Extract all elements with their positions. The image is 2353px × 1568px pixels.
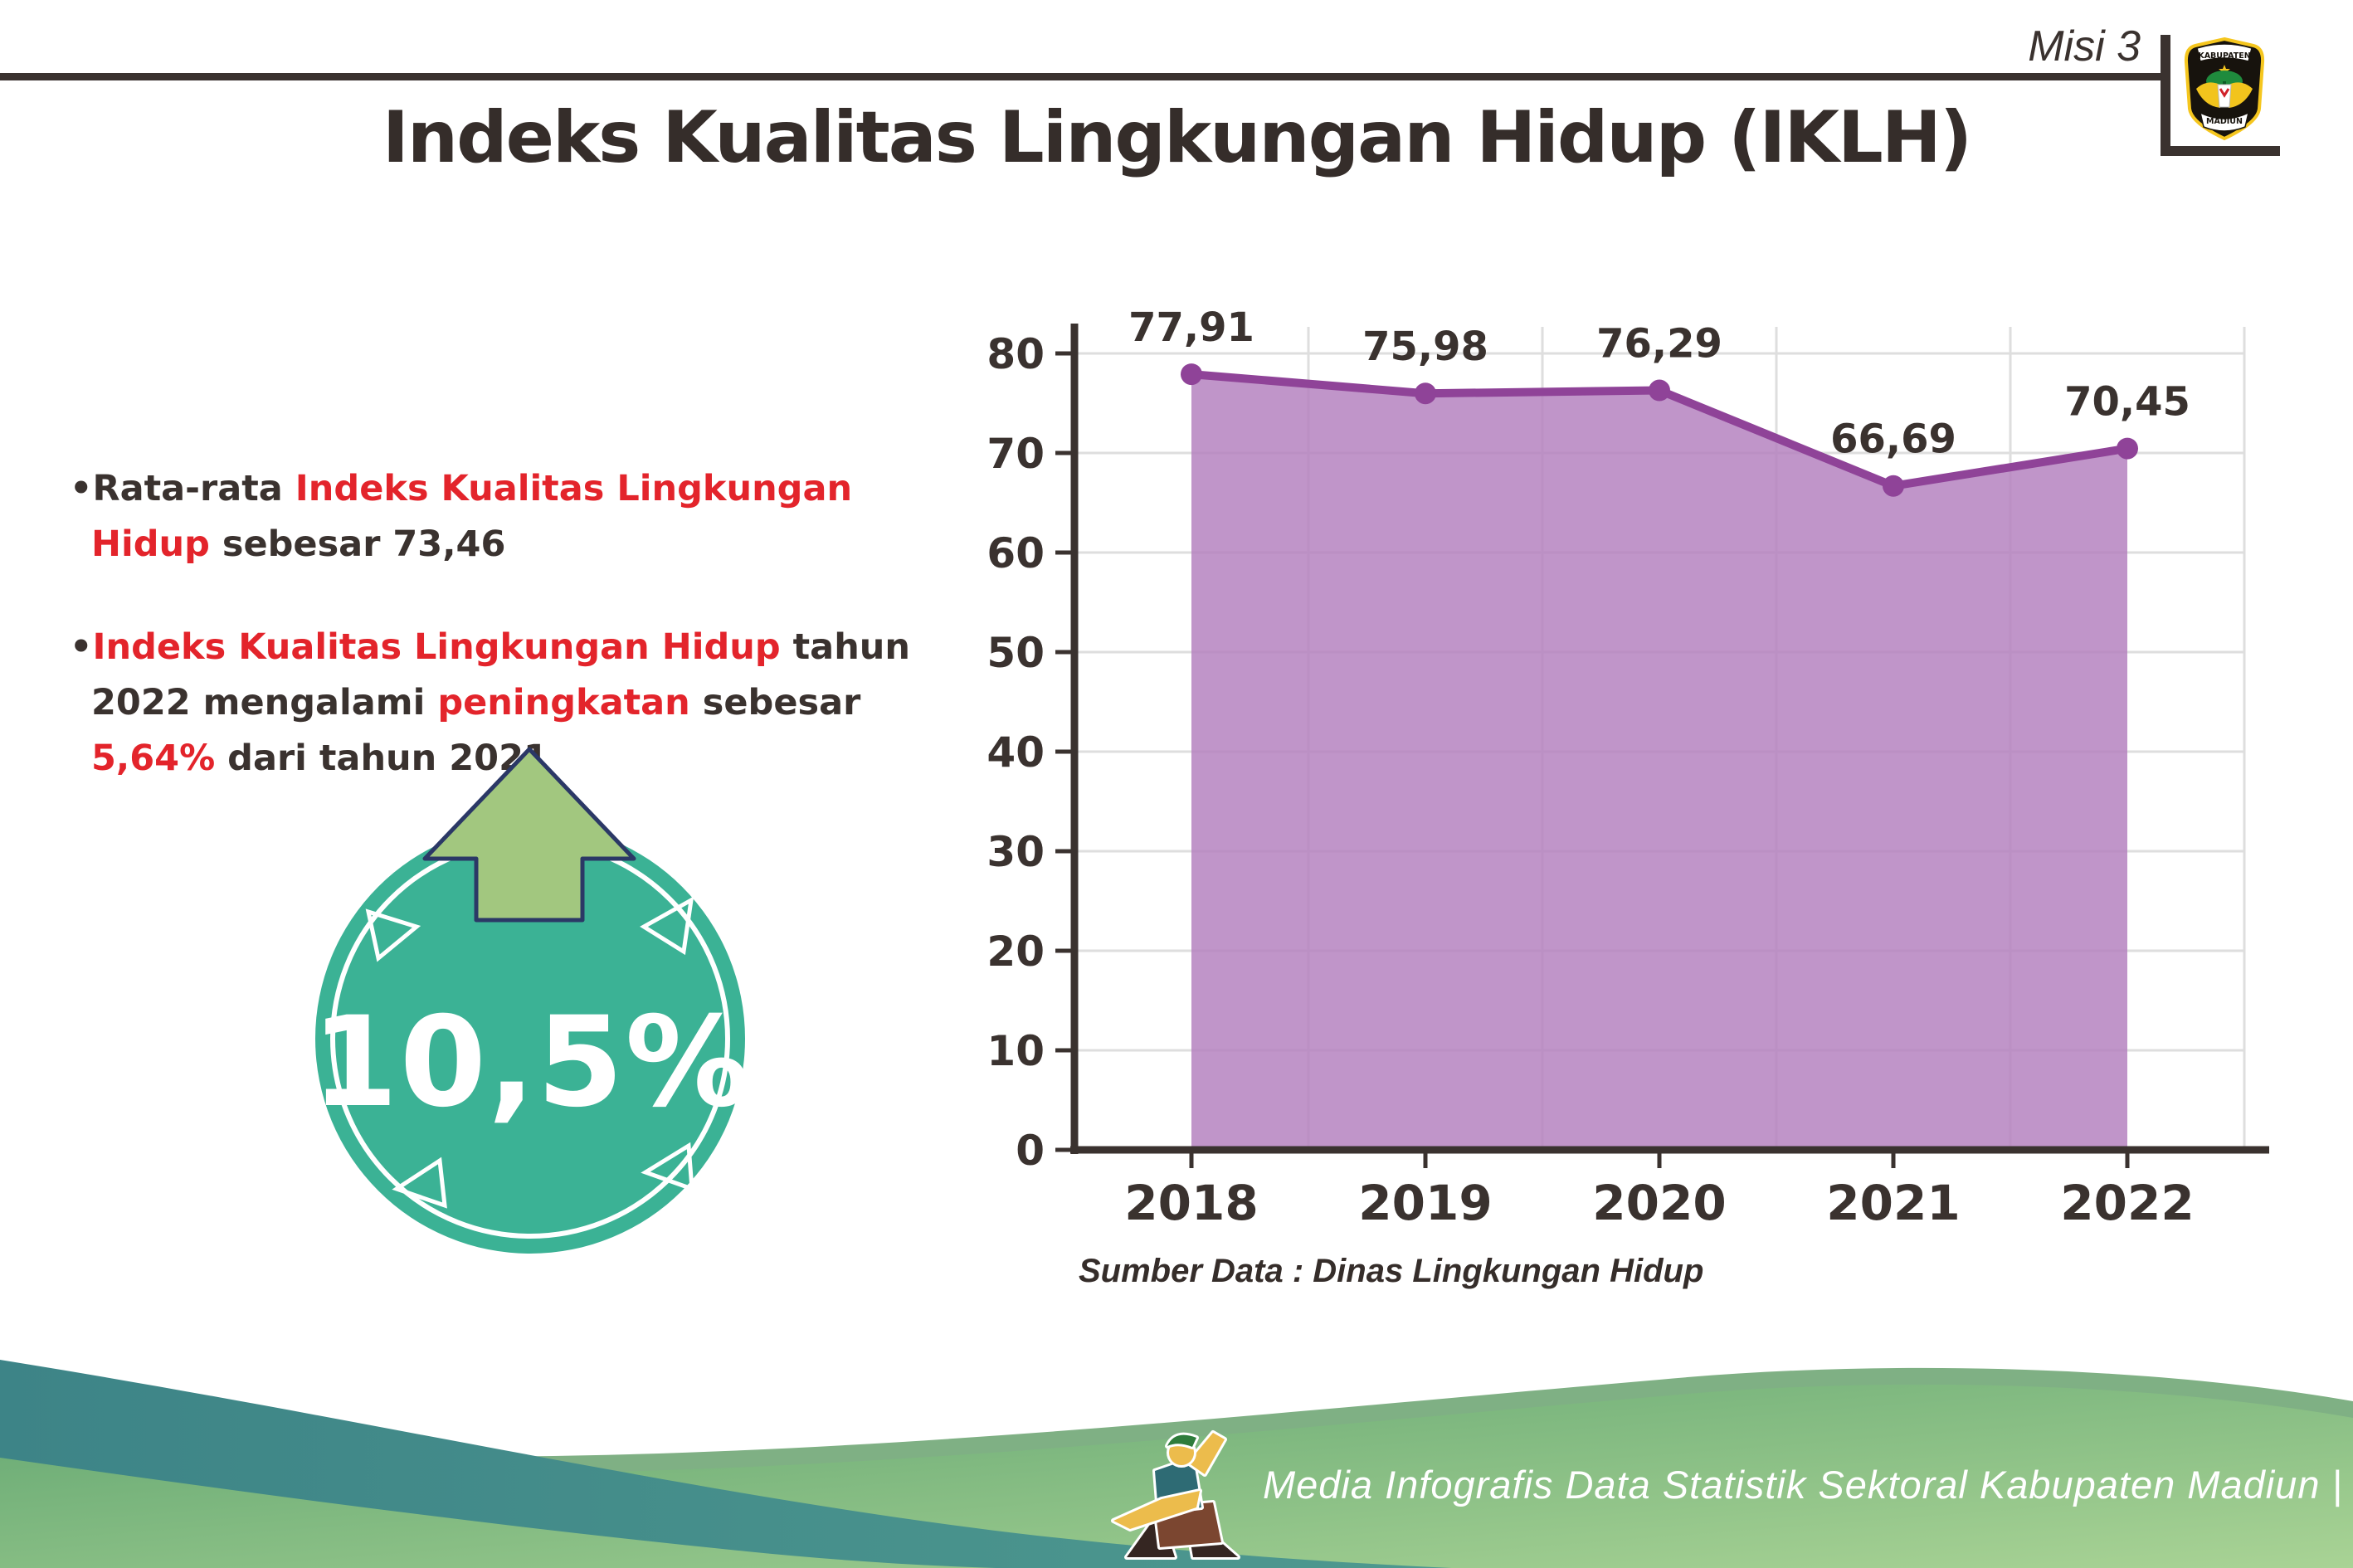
iklh-area-chart: 0 10 20 30 40 50 60 70 80 2018 2019 2020 2021 2022 77,… [987,304,2269,1231]
footer-wave [0,1360,2353,1568]
arrow-up-icon [422,747,636,923]
bullet-average-iklh: •Rata-rata Indeks Kualitas Lingkungan Hi… [70,468,853,565]
page-title: Indeks Kualitas Lingkungan Hidup (IKLH) [382,96,1972,179]
y-tick-label: 40 [987,728,1045,777]
logo-bracket-vertical [2161,35,2170,156]
highlight-iklh: Indeks Kualitas Lingkungan Hidup [91,468,853,565]
mission-label: Misi 3 [2028,22,2141,71]
data-label: 77,91 [1128,304,1254,351]
data-label: 66,69 [1830,416,1956,463]
x-category-label: 2018 [1124,1175,1258,1231]
badge-triangle-decor [365,896,694,1209]
area-fill [1191,374,2127,1150]
crest-bottom-text: MADIUN [2206,117,2243,126]
y-tick-label: 0 [1016,1127,1045,1175]
y-tick-label: 60 [987,529,1045,577]
x-category-label: 2020 [1592,1175,1726,1231]
key-findings: •Rata-rata Indeks Kualitas Lingkungan Hi… [70,461,949,834]
bullet-dot: • [70,626,93,669]
logo-bracket-horizontal [2161,146,2280,156]
source-note: Sumber Data : Dinas Lingkungan Hidup [1079,1253,1704,1289]
data-point [2117,437,2138,460]
data-label: 76,29 [1596,321,1722,368]
mascot-icon [1111,1430,1240,1560]
x-category-label: 2019 [1358,1175,1492,1231]
header-rule [0,73,2161,80]
data-label: 70,45 [2064,379,2190,426]
data-point [1415,382,1436,405]
y-tick-label: 70 [987,430,1045,478]
data-point [1181,363,1202,386]
y-tick-label: 20 [987,928,1045,976]
bullet-iklh-increase: •Indeks Kualitas Lingkungan Hidup tahun … [70,626,911,779]
y-tick-label: 30 [987,828,1045,876]
highlight-peningkatan: peningkatan [437,681,690,723]
x-category-label: 2021 [1826,1175,1960,1231]
y-tick-label: 80 [987,330,1045,378]
growth-badge: 10,5% [311,741,752,1254]
data-point [1649,379,1670,402]
footer-teal-wave [0,1360,1452,1568]
badge-value: 10,5% [311,991,752,1135]
data-label: 75,98 [1362,324,1488,370]
highlight-percentage: 5,64% [91,737,216,779]
y-tick-label: 10 [987,1027,1045,1075]
highlight-iklh: Indeks Kualitas Lingkungan Hidup [92,626,781,669]
x-category-label: 2022 [2060,1175,2194,1231]
crest-top-text: KABUPATEN [2198,51,2250,61]
kabupaten-madiun-crest-icon: KABUPATEN MADIUN [2184,37,2265,141]
data-point [1883,475,1904,497]
y-tick-label: 50 [987,629,1045,677]
footer-credit: Media Infografis Data Statistik Sektoral… [1263,1463,2343,1507]
bullet-dot: • [70,468,93,509]
